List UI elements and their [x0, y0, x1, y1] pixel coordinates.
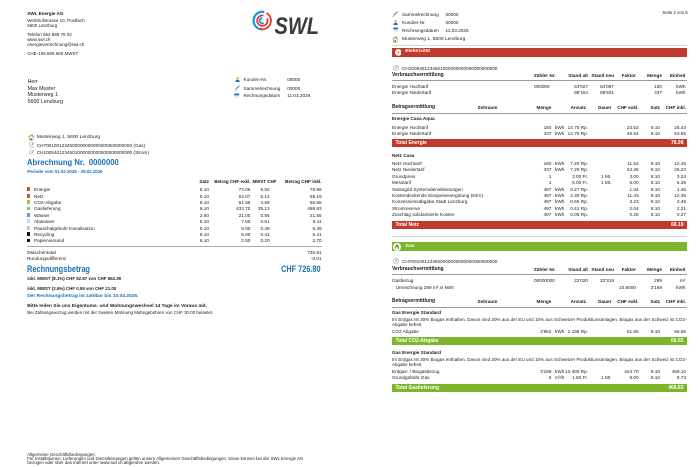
- svg-text:SWL: SWL: [275, 13, 320, 38]
